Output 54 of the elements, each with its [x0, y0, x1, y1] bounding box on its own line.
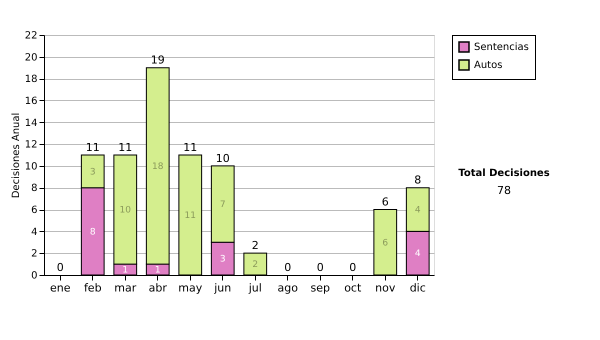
- x-tick-label: ago: [278, 282, 298, 294]
- data-label: 2: [252, 260, 258, 270]
- data-label: 6: [382, 238, 388, 248]
- total-label: 8: [414, 174, 422, 187]
- x-tick-label: jul: [248, 282, 262, 294]
- x-tick-label: ene: [50, 282, 71, 294]
- data-label: 18: [152, 162, 164, 172]
- y-tick-label: 4: [31, 226, 38, 238]
- total-label: 6: [382, 196, 389, 209]
- data-label: 10: [120, 206, 132, 216]
- text: Total Decisiones: [458, 168, 550, 179]
- x-tick-label: nov: [375, 282, 396, 294]
- y-tick-label: 18: [24, 74, 38, 86]
- y-tick-label: 8: [31, 183, 38, 194]
- data-label: 11: [184, 211, 196, 221]
- x-tick-label: mar: [114, 282, 137, 294]
- total-label: 19: [150, 54, 165, 67]
- total-label: 11: [118, 141, 132, 154]
- legend-label: Autos: [474, 60, 502, 71]
- y-tick-label: 6: [31, 205, 38, 216]
- x-tick-label: oct: [344, 282, 362, 294]
- x-tick-label: jun: [213, 282, 232, 294]
- text: 78: [497, 184, 511, 197]
- y-tick-label: 0: [31, 270, 38, 282]
- y-tick-label: 22: [24, 30, 38, 42]
- data-label: 3: [90, 167, 96, 178]
- data-label: 8: [90, 227, 96, 238]
- total-label: 11: [183, 141, 198, 154]
- y-tick-label: 10: [24, 161, 38, 172]
- x-tick-label: feb: [84, 282, 102, 294]
- y-tick-label: 12: [24, 140, 38, 151]
- total-label: 10: [216, 152, 230, 165]
- y-tick-label: 20: [24, 52, 38, 64]
- total-label: 11: [86, 141, 100, 154]
- data-label: 1: [154, 266, 161, 276]
- total-label: 0: [316, 261, 324, 274]
- data-label: 3: [220, 254, 226, 265]
- y-axis-title: Decisiones Anual: [10, 112, 22, 198]
- legend-label: Sentencias: [474, 42, 529, 53]
- data-label: 7: [220, 200, 226, 210]
- data-label: 4: [414, 206, 421, 216]
- x-tick-label: may: [178, 282, 203, 294]
- total-label: 0: [284, 261, 292, 274]
- total-label: 2: [252, 239, 259, 252]
- total-label: 0: [349, 261, 356, 274]
- data-label: 4: [414, 249, 421, 260]
- x-tick-label: abr: [148, 282, 168, 294]
- y-tick-label: 2: [31, 248, 38, 260]
- x-tick-label: sep: [310, 282, 330, 294]
- data-label: 1: [122, 266, 128, 276]
- y-tick-label: 16: [24, 96, 38, 107]
- x-tick-label: dic: [410, 282, 426, 294]
- y-tick-label: 14: [24, 118, 38, 129]
- total-label: 0: [56, 261, 64, 274]
